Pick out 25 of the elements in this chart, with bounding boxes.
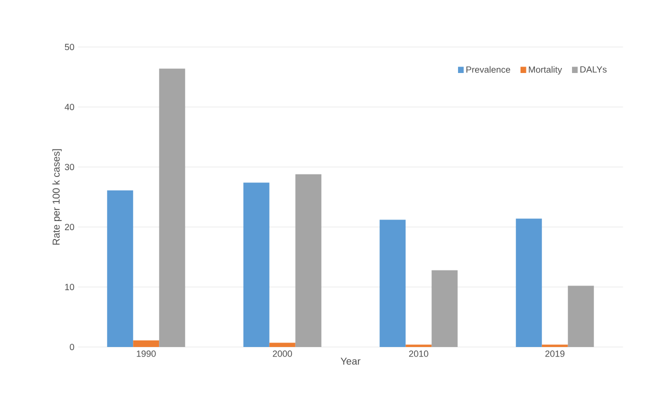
- y-tick-label: 30: [64, 164, 74, 170]
- bar: [243, 182, 270, 347]
- x-tick-label: 2010: [409, 350, 428, 357]
- x-tick-label: 1990: [136, 350, 156, 357]
- bar: [133, 340, 160, 347]
- bar: [516, 218, 542, 347]
- legend-label: Prevalence: [466, 66, 510, 73]
- legend-label: DALYs: [580, 66, 607, 73]
- x-axis-title: Year: [340, 358, 360, 365]
- y-tick-label: 20: [64, 224, 74, 230]
- bar: [107, 190, 134, 347]
- legend-label: Mortality: [528, 66, 562, 75]
- y-tick-label: 40: [64, 104, 74, 110]
- bar: [380, 220, 406, 347]
- y-tick-label: 0: [70, 344, 74, 350]
- y-tick-label: 10: [65, 284, 74, 290]
- x-tick-label: 2019: [545, 350, 564, 357]
- bar: [269, 342, 296, 347]
- y-tick-label: 50: [64, 44, 74, 50]
- bar: [295, 174, 322, 347]
- bar: [432, 270, 458, 347]
- y-axis-title: Rate per 100 k cases]: [52, 149, 62, 245]
- bar: [159, 68, 186, 347]
- x-tick-label: 2000: [272, 350, 292, 357]
- bar: [568, 286, 594, 347]
